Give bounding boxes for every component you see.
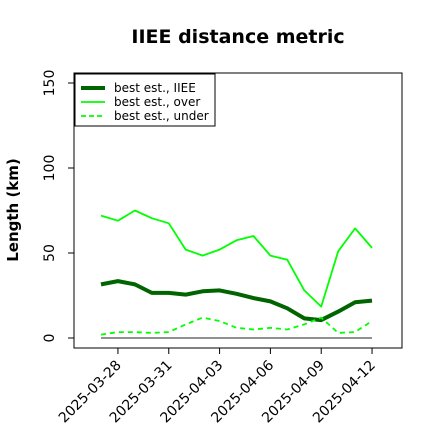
- y-axis: 0 50 100 150: [42, 70, 75, 343]
- y-tick-label: 100: [42, 155, 58, 182]
- y-tick-label: 0: [42, 334, 58, 343]
- series-line-best-est-over: [100, 209, 373, 308]
- y-axis-label: Length (km): [4, 158, 22, 262]
- legend-label: best est., IIEE: [114, 81, 196, 95]
- legend-label: best est., under: [114, 109, 209, 123]
- series-line-best-est-under: [100, 316, 373, 336]
- legend-label: best est., over: [114, 95, 200, 109]
- chart-title: IIEE distance metric: [131, 26, 344, 48]
- series-line-best-est-iiee: [100, 279, 373, 323]
- legend-box: [74, 73, 216, 127]
- y-tick-label: 150: [42, 70, 58, 97]
- chart-marks: [100, 209, 373, 339]
- x-axis: 2025-03-282025-03-312025-04-032025-04-06…: [56, 347, 379, 426]
- y-tick-label: 50: [42, 244, 58, 262]
